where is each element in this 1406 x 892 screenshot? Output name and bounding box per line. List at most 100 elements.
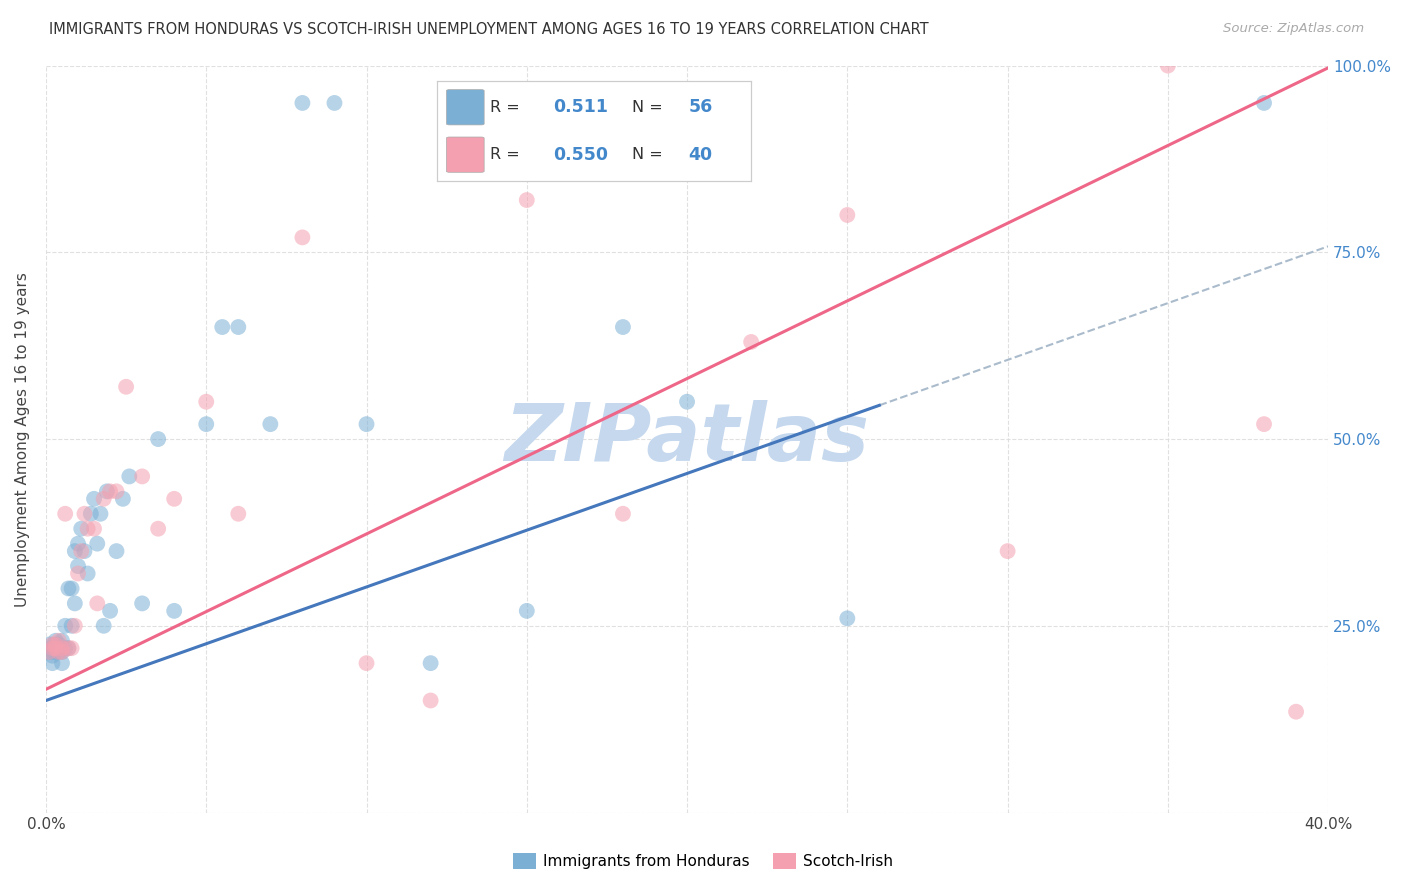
Point [98,484,121,499]
Point [612,320,634,334]
Point [45,641,67,656]
Point [58,641,80,656]
Point [131,469,153,483]
Point [80,507,103,521]
Point [48,638,70,652]
Text: ZIPatlas: ZIPatlas [505,401,869,478]
Point [419,693,441,707]
Point [53,641,76,656]
Point [105,544,128,558]
Point [226,507,249,521]
Point [38,638,60,652]
Point [131,596,153,610]
Point [58,641,80,656]
Point [45,638,67,652]
Point [73,544,96,558]
Point [146,522,169,536]
Point [60,641,83,656]
Point [163,604,186,618]
Point [66,536,89,550]
Point [115,380,138,394]
Point [1285,705,1308,719]
Point [516,193,538,207]
Point [41,656,63,670]
Point [51,656,73,670]
Point [226,320,249,334]
Point [118,469,141,483]
Point [740,334,762,349]
Point [48,645,70,659]
Legend: Immigrants from Honduras, Scotch-Irish: Immigrants from Honduras, Scotch-Irish [506,847,900,875]
Point [48,641,70,656]
Point [51,645,73,659]
Point [93,619,115,633]
Point [45,641,67,656]
Point [997,544,1019,558]
Point [66,566,89,581]
Point [676,163,699,178]
Point [89,507,111,521]
Point [45,638,67,652]
Point [45,633,67,648]
Point [837,208,859,222]
Text: IMMIGRANTS FROM HONDURAS VS SCOTCH-IRISH UNEMPLOYMENT AMONG AGES 16 TO 19 YEARS : IMMIGRANTS FROM HONDURAS VS SCOTCH-IRISH… [49,22,929,37]
Point [41,641,63,656]
Point [323,95,346,110]
Point [111,491,134,506]
Point [83,491,105,506]
Point [38,641,60,656]
Y-axis label: Unemployment Among Ages 16 to 19 years: Unemployment Among Ages 16 to 19 years [15,272,30,607]
Point [41,638,63,652]
Point [41,645,63,659]
Point [195,394,218,409]
Point [259,417,281,431]
Point [48,633,70,648]
Point [105,484,128,499]
Point [76,522,98,536]
Point [1253,95,1275,110]
Point [837,611,859,625]
Point [53,507,76,521]
Point [58,582,80,596]
Point [356,656,378,670]
Point [70,522,93,536]
Point [83,522,105,536]
Point [70,544,93,558]
Point [146,432,169,446]
Point [98,604,121,618]
Point [73,507,96,521]
Point [60,619,83,633]
Point [163,491,186,506]
Point [51,641,73,656]
Point [51,633,73,648]
Point [1157,59,1180,73]
Text: Source: ZipAtlas.com: Source: ZipAtlas.com [1223,22,1364,36]
Point [195,417,218,431]
Point [41,648,63,663]
Point [38,645,60,659]
Point [38,645,60,659]
Point [86,536,108,550]
Point [51,645,73,659]
Point [291,230,314,244]
Point [1253,417,1275,431]
Point [211,320,233,334]
Point [60,582,83,596]
Point [76,566,98,581]
Point [63,596,86,610]
Point [48,645,70,659]
Point [86,596,108,610]
Point [291,95,314,110]
Point [676,394,699,409]
Point [356,417,378,431]
Point [93,491,115,506]
Point [53,619,76,633]
Point [66,559,89,574]
Point [63,619,86,633]
Point [45,645,67,659]
Point [96,484,118,499]
Point [41,641,63,656]
Point [419,656,441,670]
Point [63,544,86,558]
Point [612,507,634,521]
